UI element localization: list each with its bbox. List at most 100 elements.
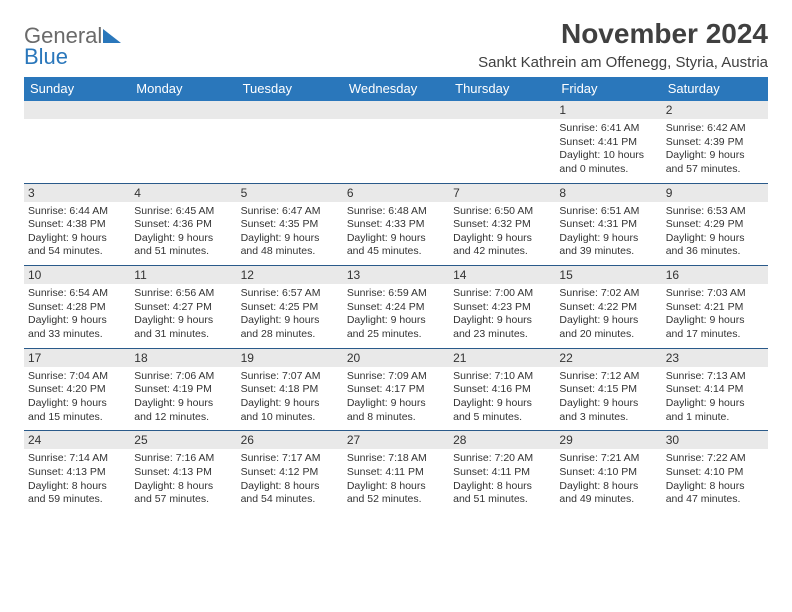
day-number-cell: 13: [343, 266, 449, 285]
daylight-text: Daylight: 9 hours and 39 minutes.: [559, 232, 657, 259]
empty-cell: [24, 101, 130, 119]
sunset-text: Sunset: 4:13 PM: [134, 466, 232, 480]
day-number-cell: 25: [130, 431, 236, 450]
weekday-header: Monday: [130, 77, 236, 101]
day-number-cell: 11: [130, 266, 236, 285]
sunset-text: Sunset: 4:29 PM: [666, 218, 764, 232]
day-number-cell: 6: [343, 183, 449, 202]
daylight-text: Daylight: 9 hours and 23 minutes.: [453, 314, 551, 341]
empty-cell: [343, 101, 449, 119]
sunrise-text: Sunrise: 6:45 AM: [134, 205, 232, 219]
sunset-text: Sunset: 4:10 PM: [559, 466, 657, 480]
empty-day-cell: [449, 119, 555, 183]
sunrise-text: Sunrise: 7:17 AM: [241, 452, 339, 466]
day-cell: Sunrise: 7:04 AMSunset: 4:20 PMDaylight:…: [24, 367, 130, 431]
day-number-cell: 2: [662, 101, 768, 119]
empty-cell: [130, 101, 236, 119]
sunset-text: Sunset: 4:10 PM: [666, 466, 764, 480]
day-number-cell: 8: [555, 183, 661, 202]
weekday-header: Tuesday: [237, 77, 343, 101]
day-number-cell: 15: [555, 266, 661, 285]
daylight-text: Daylight: 9 hours and 1 minute.: [666, 397, 764, 424]
daylight-text: Daylight: 9 hours and 45 minutes.: [347, 232, 445, 259]
daylight-text: Daylight: 9 hours and 31 minutes.: [134, 314, 232, 341]
day-cell: Sunrise: 7:09 AMSunset: 4:17 PMDaylight:…: [343, 367, 449, 431]
daylight-text: Daylight: 8 hours and 54 minutes.: [241, 480, 339, 507]
day-cell: Sunrise: 7:21 AMSunset: 4:10 PMDaylight:…: [555, 449, 661, 513]
sunrise-text: Sunrise: 7:03 AM: [666, 287, 764, 301]
title-block: November 2024 Sankt Kathrein am Offenegg…: [478, 18, 768, 71]
sunset-text: Sunset: 4:11 PM: [347, 466, 445, 480]
daylight-text: Daylight: 9 hours and 8 minutes.: [347, 397, 445, 424]
sunset-text: Sunset: 4:31 PM: [559, 218, 657, 232]
sunset-text: Sunset: 4:36 PM: [134, 218, 232, 232]
logo: General Blue: [24, 18, 121, 68]
sunrise-text: Sunrise: 6:41 AM: [559, 122, 657, 136]
day-number-cell: 23: [662, 348, 768, 367]
weekday-header: Sunday: [24, 77, 130, 101]
day-cell: Sunrise: 7:16 AMSunset: 4:13 PMDaylight:…: [130, 449, 236, 513]
day-cell: Sunrise: 6:51 AMSunset: 4:31 PMDaylight:…: [555, 202, 661, 266]
sunset-text: Sunset: 4:16 PM: [453, 383, 551, 397]
sunset-text: Sunset: 4:35 PM: [241, 218, 339, 232]
day-number-cell: 27: [343, 431, 449, 450]
daylight-text: Daylight: 9 hours and 54 minutes.: [28, 232, 126, 259]
weekday-header: Friday: [555, 77, 661, 101]
sunrise-text: Sunrise: 6:42 AM: [666, 122, 764, 136]
day-number-cell: 18: [130, 348, 236, 367]
sunset-text: Sunset: 4:39 PM: [666, 136, 764, 150]
sunrise-text: Sunrise: 6:48 AM: [347, 205, 445, 219]
sunrise-text: Sunrise: 7:07 AM: [241, 370, 339, 384]
day-cell: Sunrise: 6:48 AMSunset: 4:33 PMDaylight:…: [343, 202, 449, 266]
weekday-header: Thursday: [449, 77, 555, 101]
daylight-text: Daylight: 8 hours and 57 minutes.: [134, 480, 232, 507]
day-number-cell: 28: [449, 431, 555, 450]
daylight-text: Daylight: 9 hours and 25 minutes.: [347, 314, 445, 341]
sunrise-text: Sunrise: 6:44 AM: [28, 205, 126, 219]
day-info-row: Sunrise: 6:41 AMSunset: 4:41 PMDaylight:…: [24, 119, 768, 183]
sunrise-text: Sunrise: 7:16 AM: [134, 452, 232, 466]
day-cell: Sunrise: 7:10 AMSunset: 4:16 PMDaylight:…: [449, 367, 555, 431]
sunset-text: Sunset: 4:24 PM: [347, 301, 445, 315]
day-number-cell: 21: [449, 348, 555, 367]
sunrise-text: Sunrise: 6:54 AM: [28, 287, 126, 301]
daylight-text: Daylight: 8 hours and 59 minutes.: [28, 480, 126, 507]
day-cell: Sunrise: 7:07 AMSunset: 4:18 PMDaylight:…: [237, 367, 343, 431]
sail-icon: [103, 29, 121, 43]
day-number-cell: 10: [24, 266, 130, 285]
day-cell: Sunrise: 7:18 AMSunset: 4:11 PMDaylight:…: [343, 449, 449, 513]
daylight-text: Daylight: 9 hours and 5 minutes.: [453, 397, 551, 424]
day-number-cell: 5: [237, 183, 343, 202]
weekday-header-row: Sunday Monday Tuesday Wednesday Thursday…: [24, 77, 768, 101]
day-number-cell: 14: [449, 266, 555, 285]
daylight-text: Daylight: 9 hours and 33 minutes.: [28, 314, 126, 341]
day-number-cell: 20: [343, 348, 449, 367]
daylight-text: Daylight: 9 hours and 20 minutes.: [559, 314, 657, 341]
day-number-cell: 7: [449, 183, 555, 202]
day-info-row: Sunrise: 7:14 AMSunset: 4:13 PMDaylight:…: [24, 449, 768, 513]
day-cell: Sunrise: 7:00 AMSunset: 4:23 PMDaylight:…: [449, 284, 555, 348]
day-cell: Sunrise: 7:14 AMSunset: 4:13 PMDaylight:…: [24, 449, 130, 513]
day-cell: Sunrise: 7:22 AMSunset: 4:10 PMDaylight:…: [662, 449, 768, 513]
day-number-cell: 19: [237, 348, 343, 367]
day-cell: Sunrise: 7:02 AMSunset: 4:22 PMDaylight:…: [555, 284, 661, 348]
daylight-text: Daylight: 9 hours and 10 minutes.: [241, 397, 339, 424]
month-title: November 2024: [478, 18, 768, 50]
sunrise-text: Sunrise: 7:18 AM: [347, 452, 445, 466]
daylight-text: Daylight: 9 hours and 28 minutes.: [241, 314, 339, 341]
day-number-cell: 17: [24, 348, 130, 367]
sunrise-text: Sunrise: 7:00 AM: [453, 287, 551, 301]
day-cell: Sunrise: 6:59 AMSunset: 4:24 PMDaylight:…: [343, 284, 449, 348]
weekday-header: Wednesday: [343, 77, 449, 101]
day-info-row: Sunrise: 6:44 AMSunset: 4:38 PMDaylight:…: [24, 202, 768, 266]
sunrise-text: Sunrise: 6:59 AM: [347, 287, 445, 301]
sunset-text: Sunset: 4:15 PM: [559, 383, 657, 397]
daylight-text: Daylight: 8 hours and 47 minutes.: [666, 480, 764, 507]
day-cell: Sunrise: 7:12 AMSunset: 4:15 PMDaylight:…: [555, 367, 661, 431]
sunset-text: Sunset: 4:17 PM: [347, 383, 445, 397]
day-number-cell: 30: [662, 431, 768, 450]
sunset-text: Sunset: 4:12 PM: [241, 466, 339, 480]
sunrise-text: Sunrise: 7:06 AM: [134, 370, 232, 384]
day-number-cell: 3: [24, 183, 130, 202]
sunset-text: Sunset: 4:41 PM: [559, 136, 657, 150]
